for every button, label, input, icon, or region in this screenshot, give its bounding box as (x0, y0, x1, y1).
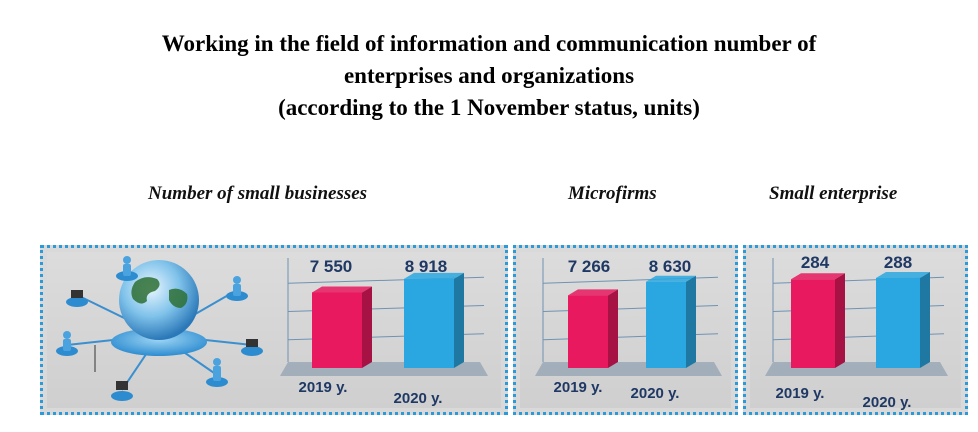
bar-side (362, 286, 372, 368)
bar-2019 (312, 292, 362, 368)
bar-2019 (568, 295, 608, 368)
data-label: 284 (801, 253, 830, 272)
bar-top (646, 275, 696, 282)
chart-title-microfirms: Microfirms (568, 183, 657, 204)
tick-label: 2019 y. (554, 379, 603, 396)
data-label: 288 (884, 253, 912, 272)
bar-top (876, 272, 930, 278)
tick-label: 2019 y. (776, 385, 825, 402)
title-line-3: (according to the 1 November status, uni… (278, 95, 700, 120)
network-globe-icon (56, 256, 263, 401)
bar-side (454, 272, 464, 368)
bar-top (312, 286, 372, 293)
chart-panel-small-enterprise (743, 245, 968, 415)
bar-top (568, 289, 618, 296)
chart-title-small-enterprise: Small enterprise (769, 183, 898, 204)
title-line-1: Working in the field of information and … (161, 31, 817, 56)
bar-2019 (791, 279, 835, 368)
tick-label: 2019 y. (299, 379, 348, 396)
tick-label: 2020 y. (631, 385, 680, 402)
bar-2020 (646, 281, 686, 368)
bar-side (608, 289, 618, 368)
tick-label: 2020 y. (863, 394, 912, 411)
bar-top (791, 273, 845, 280)
chart-title-small-businesses: Number of small businesses (148, 183, 368, 204)
title-line-2: enterprises and organizations (343, 63, 635, 88)
data-label: 8 918 (405, 257, 448, 276)
bar-top (404, 272, 464, 279)
bar-2020 (876, 278, 920, 368)
tick-label: 2020 y. (394, 390, 443, 407)
bar-2020 (404, 278, 454, 368)
bar-side (686, 275, 696, 368)
data-label: 7 550 (310, 257, 353, 276)
data-label: 7 266 (568, 257, 611, 276)
data-label: 8 630 (649, 257, 692, 276)
page-title: Working in the field of information and … (0, 28, 978, 124)
chart-floor (535, 362, 722, 376)
bar-side (835, 273, 845, 368)
bar-side (920, 272, 930, 368)
